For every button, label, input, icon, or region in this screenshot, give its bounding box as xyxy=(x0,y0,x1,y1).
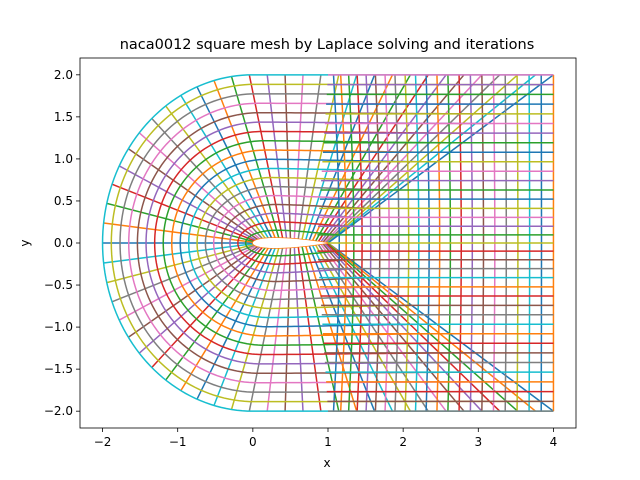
mesh-line xyxy=(229,212,363,274)
mesh-line xyxy=(204,185,400,301)
y-tick-label: 0.5 xyxy=(54,194,73,208)
y-tick-label: −0.5 xyxy=(44,278,73,292)
y-axis: −2.0 −1.5 −1.0 −0.5 0.0 0.5 1.0 1.5 2.0 xyxy=(44,68,80,418)
mesh-line xyxy=(221,203,375,283)
mesh-line xyxy=(187,167,425,319)
mesh-line xyxy=(212,194,387,292)
x-tick-label: 0 xyxy=(249,435,257,449)
mesh-line xyxy=(244,229,339,257)
y-tick-label: −1.5 xyxy=(44,362,73,376)
mesh-line xyxy=(145,121,489,365)
mesh-line xyxy=(179,158,437,328)
mesh-line xyxy=(162,140,463,346)
plot-area xyxy=(101,74,555,412)
y-tick-label: −1.0 xyxy=(44,320,73,334)
mesh-line xyxy=(237,221,351,265)
chart-title: naca0012 square mesh by Laplace solving … xyxy=(120,37,535,53)
x-tick-label: 1 xyxy=(324,435,332,449)
y-tick-label: 0.0 xyxy=(54,236,73,250)
x-tick-label: −2 xyxy=(94,435,112,449)
plot-frame xyxy=(79,57,577,429)
y-tick-label: −2.0 xyxy=(44,404,73,418)
x-tick-label: 3 xyxy=(474,435,482,449)
x-axis: −2 −1 0 1 2 3 4 xyxy=(94,428,558,449)
x-axis-label: x xyxy=(323,456,330,470)
x-tick-label: 4 xyxy=(550,435,558,449)
y-tick-label: 2.0 xyxy=(54,68,73,82)
x-tick-label: 2 xyxy=(399,435,407,449)
mesh-line xyxy=(196,176,412,310)
x-tick-label: −1 xyxy=(169,435,187,449)
y-axis-label: y xyxy=(18,239,32,246)
airfoil-body xyxy=(252,237,328,249)
y-tick-label: 1.5 xyxy=(54,110,73,124)
y-tick-label: 1.0 xyxy=(54,152,73,166)
